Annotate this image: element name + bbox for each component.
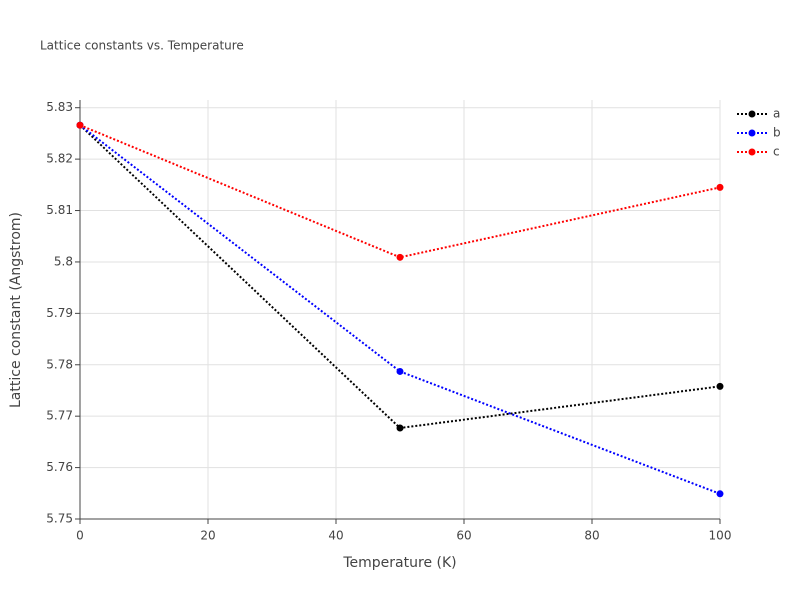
- legend-label: c: [773, 145, 780, 159]
- y-tick-label: 5.75: [46, 512, 73, 526]
- y-tick-label: 5.8: [54, 254, 73, 268]
- x-axis-title: Temperature (K): [342, 555, 456, 571]
- data-point: [76, 121, 84, 129]
- legend-label: b: [773, 126, 781, 140]
- y-tick-label: 5.77: [46, 409, 73, 423]
- legend-marker: [748, 148, 756, 156]
- data-point: [716, 382, 724, 390]
- legend-label: a: [773, 107, 780, 121]
- data-point: [716, 490, 724, 498]
- x-tick-label: 80: [584, 529, 599, 543]
- chart-title: Lattice constants vs. Temperature: [40, 39, 244, 53]
- y-tick-label: 5.82: [46, 152, 73, 166]
- data-point: [396, 253, 404, 261]
- y-tick-label: 5.81: [46, 203, 73, 217]
- legend-marker: [748, 129, 756, 137]
- y-axis-title: Lattice constant (Angstrom): [8, 212, 24, 408]
- x-tick-label: 40: [328, 529, 343, 543]
- y-tick-label: 5.83: [46, 100, 73, 114]
- x-tick-label: 20: [200, 529, 215, 543]
- series-line: [79, 124, 721, 495]
- y-tick-label: 5.76: [46, 460, 73, 474]
- y-tick-label: 5.78: [46, 357, 73, 371]
- x-tick-label: 60: [456, 529, 471, 543]
- data-point: [396, 367, 404, 375]
- y-tick-label: 5.79: [46, 306, 73, 320]
- legend-marker: [748, 110, 756, 118]
- series-line: [79, 124, 721, 259]
- data-point: [396, 424, 404, 432]
- x-tick-label: 100: [709, 529, 732, 543]
- data-point: [716, 183, 724, 191]
- series-line: [79, 124, 721, 430]
- x-tick-label: 0: [76, 529, 84, 543]
